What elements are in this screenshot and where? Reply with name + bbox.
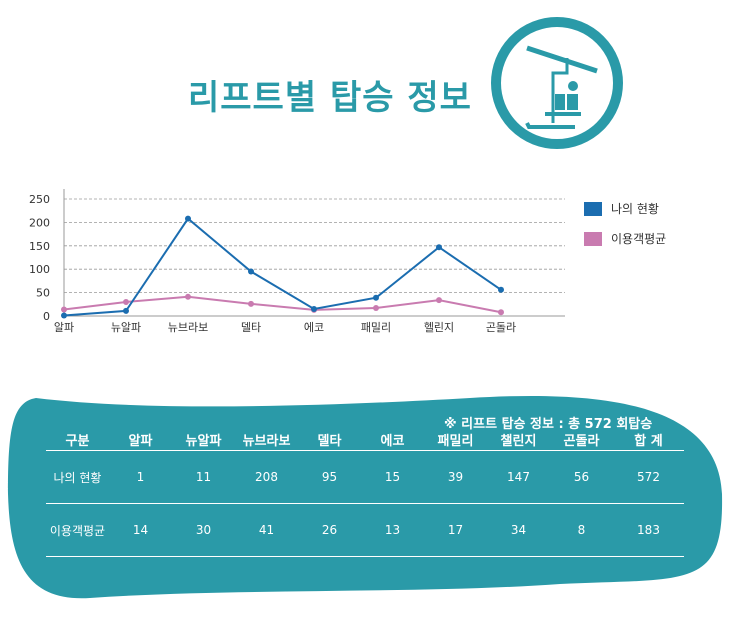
table-cell: 이용객평균: [46, 503, 109, 557]
table-header-row: 구분 알파 뉴알파 뉴브라보 델타 에코 패밀리 챌린지 곤돌라 합 계: [46, 428, 684, 451]
data-point: [311, 305, 317, 312]
legend-swatch-mine: [584, 201, 602, 216]
y-tick-label: 150: [29, 240, 50, 253]
x-tick-label: 델타: [241, 321, 261, 334]
legend-item-mine: 나의 현황: [584, 200, 659, 217]
data-point: [373, 294, 379, 301]
data-point: [123, 298, 129, 305]
table-cell: 39: [424, 450, 487, 504]
table-cell: 41: [235, 503, 298, 557]
data-point: [185, 293, 191, 300]
table-cell: 1: [109, 450, 172, 504]
y-tick-label: 0: [43, 310, 50, 323]
series-line-1: [63, 295, 502, 314]
x-tick-label: 곤돌라: [486, 321, 516, 334]
legend-swatch-avg: [584, 231, 602, 246]
table-cell: 30: [172, 503, 235, 557]
col-header: 알파: [109, 428, 172, 451]
data-point: [185, 215, 191, 222]
data-point: [61, 312, 67, 319]
data-point: [248, 300, 254, 307]
col-header: 합 계: [613, 428, 684, 451]
line-chart: 0 50 100 150 200 250 알파 뉴알파 뉴브라보 델타 에코 패밀리 헬린지 곤돌라: [29, 189, 565, 334]
data-point: [248, 268, 254, 275]
table-cell: 572: [613, 450, 684, 504]
col-header: 델타: [298, 428, 361, 451]
table-cell: 147: [487, 450, 550, 504]
col-header: 에코: [361, 428, 424, 451]
data-point: [123, 307, 129, 314]
data-point: [436, 244, 442, 251]
table-cell: 13: [361, 503, 424, 557]
ski-lift-icon: [491, 17, 623, 149]
data-point: [498, 286, 504, 293]
table-cell: 183: [613, 503, 684, 557]
data-point: [373, 305, 379, 312]
table-cell: 208: [235, 450, 298, 504]
col-header: 곤돌라: [550, 428, 613, 451]
x-tick-label: 뉴브라보: [168, 321, 208, 334]
table-row: 나의 현황 1 11 208 95 15 39 147 56 572: [46, 450, 684, 504]
col-header: 뉴브라보: [235, 428, 298, 451]
y-tick-label: 100: [29, 263, 50, 276]
x-tick-label: 에코: [304, 321, 324, 334]
table-cell: 나의 현황: [46, 450, 109, 504]
x-tick-label: 패밀리: [361, 321, 391, 334]
table-cell: 34: [487, 503, 550, 557]
col-header: 챌린지: [487, 428, 550, 451]
y-tick-label: 250: [29, 193, 50, 206]
table-cell: 15: [361, 450, 424, 504]
table-row: 이용객평균 14 30 41 26 13 17 34 8 183: [46, 503, 684, 557]
legend-item-avg: 이용객평균: [584, 230, 666, 247]
page-title: 리프트별 탑승 정보: [188, 78, 472, 118]
series-line-0: [63, 217, 502, 317]
col-header: 패밀리: [424, 428, 487, 451]
ride-table: 구분 알파 뉴알파 뉴브라보 델타 에코 패밀리 챌린지 곤돌라 합 계 나의 …: [46, 428, 684, 557]
data-point: [498, 309, 504, 316]
col-header: 뉴알파: [172, 428, 235, 451]
data-point: [61, 306, 67, 313]
y-tick-label: 50: [36, 287, 50, 300]
col-header: 구분: [46, 428, 109, 451]
table-cell: 17: [424, 503, 487, 557]
x-tick-label: 알파: [54, 320, 74, 334]
table-cell: 14: [109, 503, 172, 557]
table-cell: 26: [298, 503, 361, 557]
data-point: [436, 297, 442, 304]
table-cell: 11: [172, 450, 235, 504]
x-tick-label: 뉴알파: [111, 320, 141, 334]
x-tick-label: 헬린지: [424, 321, 454, 334]
table-cell: 56: [550, 450, 613, 504]
table-cell: 8: [550, 503, 613, 557]
y-tick-label: 200: [29, 216, 50, 229]
legend-label-avg: 이용객평균: [611, 232, 667, 246]
legend-label-mine: 나의 현황: [611, 202, 659, 216]
table-cell: 95: [298, 450, 361, 504]
